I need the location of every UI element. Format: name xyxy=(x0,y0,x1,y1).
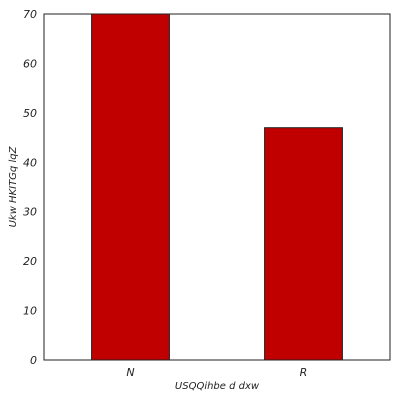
y-tick-label: 20 xyxy=(23,255,37,268)
x-axis-label: USQQihbe d dxw xyxy=(175,381,260,392)
bar-N xyxy=(91,13,170,361)
bars-group xyxy=(91,13,343,361)
y-tick-label: 0 xyxy=(30,354,37,367)
y-axis-ticks: 0 10 20 30 40 50 60 70 xyxy=(23,8,37,367)
x-tick-label: R xyxy=(300,366,308,379)
y-axis-label: Ukw HKITGq lqZ xyxy=(8,145,19,227)
y-tick-label: 70 xyxy=(23,8,37,21)
y-tick-label: 40 xyxy=(23,156,37,169)
x-tick-label: N xyxy=(126,366,134,379)
y-tick-label: 10 xyxy=(23,305,37,318)
y-tick-label: 30 xyxy=(23,206,37,219)
y-tick-label: 60 xyxy=(23,57,37,70)
bar-R xyxy=(264,127,343,361)
plot-frame xyxy=(43,13,391,361)
y-tick-label: 50 xyxy=(23,107,37,120)
